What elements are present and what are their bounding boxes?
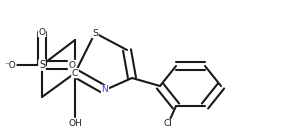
Text: OH: OH bbox=[68, 119, 82, 128]
Text: S: S bbox=[92, 28, 98, 37]
Text: C: C bbox=[72, 69, 78, 77]
Text: N: N bbox=[102, 86, 108, 95]
Text: O: O bbox=[38, 28, 45, 37]
Text: ⁻O: ⁻O bbox=[4, 60, 16, 70]
Text: S: S bbox=[39, 60, 45, 70]
Text: Cl: Cl bbox=[164, 119, 173, 128]
Text: O: O bbox=[68, 60, 75, 70]
